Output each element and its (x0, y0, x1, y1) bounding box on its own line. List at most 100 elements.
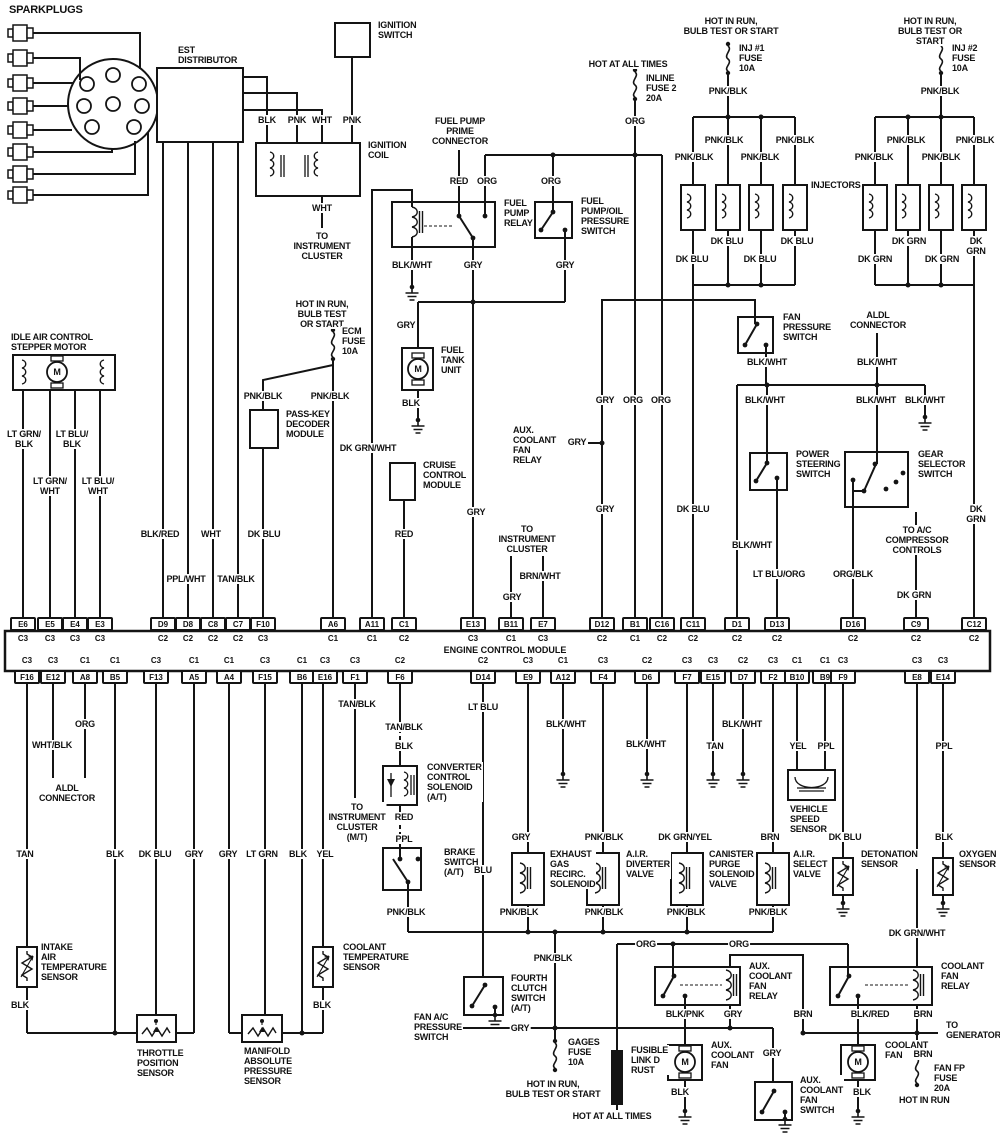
distributor-to-ecm (162, 142, 239, 618)
ecm-pin-top-D9: D9 (150, 617, 176, 631)
ecm-conn-bottom-A5: C1 (187, 656, 201, 665)
steering-gear-wires (755, 462, 917, 618)
label-pnk-blk: PNK/BLK (707, 86, 749, 96)
ecm-conn-top-E5: C3 (43, 634, 57, 643)
label-dk-blu: DK BLU (742, 254, 778, 264)
label-brn: BRN (912, 1009, 934, 1019)
label-dk-grn-wht: DK GRN/WHT (338, 443, 398, 453)
label-yel: YEL (788, 741, 808, 751)
ecm-pin-top-E6: E6 (10, 617, 36, 631)
junction-dots (112, 114, 944, 1115)
label-org: ORG (540, 176, 562, 186)
ecm-conn-top-A11: C1 (365, 634, 379, 643)
label-blk: BLK (10, 1000, 30, 1010)
label-dk-blu: DK BLU (675, 504, 711, 514)
label-pnk-blk: PNK/BLK (583, 832, 625, 842)
label-pnk-blk: PNK/BLK (673, 152, 715, 162)
ecm-conn-bottom-F4: C3 (596, 656, 610, 665)
label-inline-fuse-2-20a: INLINE FUSE 2 20A (645, 73, 678, 103)
power-steering-switch-box (749, 452, 788, 491)
label-gear-selector-switch: GEAR SELECTOR SWITCH (917, 449, 967, 479)
label-pnk-blk: PNK/BLK (665, 907, 707, 917)
ecm-conn-bottom-E12: C3 (46, 656, 60, 665)
label-fan-fp-fuse-20a: FAN FP FUSE 20A (933, 1063, 966, 1093)
ecm-pin-bottom-E9: E9 (515, 670, 541, 684)
label-ignition-switch: IGNITION SWITCH (377, 20, 418, 40)
ecm-conn-bottom-D7: C2 (736, 656, 750, 665)
label-org: ORG (622, 395, 644, 405)
label-pnk: PNK (286, 115, 308, 125)
inj2-fuse-icon (937, 40, 945, 76)
label-org-blk: ORG/BLK (831, 569, 875, 579)
label-converter-control-solenoid-a-t: CONVERTER CONTROL SOLENOID (A/T) (426, 762, 483, 802)
label-pnk-blk: PNK/BLK (242, 391, 284, 401)
label-aux-coolant-fan-relay: AUX. COOLANT FAN RELAY (512, 425, 558, 465)
ecm-pin-bottom-A8: A8 (72, 670, 98, 684)
label-coolant-temperature-sensor: COOLANT TEMPERATURE SENSOR (342, 942, 410, 972)
label-pnk: PNK (341, 115, 363, 125)
ecm-pin-bottom-E16: E16 (312, 670, 338, 684)
label-aux-coolant-fan-relay: AUX. COOLANT FAN RELAY (748, 961, 794, 1001)
ecm-pin-bottom-B5: B5 (102, 670, 128, 684)
ecm-pin-bottom-F4: F4 (590, 670, 616, 684)
label-oxygen-sensor: OXYGEN SENSOR (958, 849, 998, 869)
ecm-conn-bottom-F16: C3 (20, 656, 34, 665)
ecm-conn-bottom-A12: C1 (556, 656, 570, 665)
aux-coolant-fan-switch-box (754, 1081, 793, 1121)
label-gry: GRY (183, 849, 205, 859)
label-to-instrument-cluster: TO INSTRUMENT CLUSTER (497, 524, 557, 554)
label-coolant-fan-relay: COOLANT FAN RELAY (940, 961, 986, 991)
label-canister-purge-solenoid-valve: CANISTER PURGE SOLENOID VALVE (708, 849, 756, 889)
label-blk-wht: BLK/WHT (855, 357, 899, 367)
label-gry: GRY (594, 395, 616, 405)
ecm-conn-bottom-F15: C3 (258, 656, 272, 665)
label-gages-fuse-10a: GAGES FUSE 10A (567, 1037, 601, 1067)
ecm-pin-bottom-A4: A4 (216, 670, 242, 684)
label-pnk-blk: PNK/BLK (532, 953, 574, 963)
label-pnk-blk: PNK/BLK (703, 135, 745, 145)
label-m: M (681, 1057, 689, 1067)
ground-icon (835, 899, 851, 917)
ignition-switch-box (334, 22, 371, 58)
sparkplug-icon (7, 143, 42, 161)
ecm-pin-top-A6: A6 (320, 617, 346, 631)
ecm-conn-bottom-D6: C2 (640, 656, 654, 665)
sparkplug-icon (7, 186, 42, 204)
ecm-pin-top-C16: C16 (649, 617, 675, 631)
label-dk-grn: DK GRN (923, 254, 961, 264)
label-lt-blu: LT BLU (466, 702, 500, 712)
label-pnk-blk: PNK/BLK (853, 152, 895, 162)
label-blk-wht: BLK/WHT (730, 540, 774, 550)
label-fusible-link-d-rust: FUSIBLE LINK D RUST (630, 1045, 670, 1075)
sparkplug-icon (7, 24, 42, 42)
label-brn: BRN (912, 1049, 934, 1059)
label-cruise-control-module: CRUISE CONTROL MODULE (422, 460, 468, 490)
label-tan-blk: TAN/BLK (384, 722, 424, 732)
ground-icon (917, 413, 933, 431)
label-tan-blk: TAN/BLK (216, 574, 256, 584)
ground-icon (555, 770, 571, 788)
ecm-pin-top-E7: E7 (530, 617, 556, 631)
generator-line (803, 996, 938, 1110)
label-lt-grn-wht: LT GRN/ WHT (32, 476, 68, 496)
vehicle-speed-sensor-box (787, 769, 836, 801)
label-tan: TAN (15, 849, 35, 859)
label-gry: GRY (395, 320, 417, 330)
est-distributor-box (156, 67, 244, 143)
ecm-conn-top-C1: C2 (397, 634, 411, 643)
label-injectors: INJECTORS (810, 180, 862, 190)
label-dk-grn: DK GRN (964, 504, 988, 524)
ecm-pin-top-E13: E13 (460, 617, 486, 631)
label-fuel-pump-relay: FUEL PUMP RELAY (503, 198, 534, 228)
label-fan-a-c-pressure-switch: FAN A/C PRESSURE SWITCH (413, 1012, 463, 1042)
ecm-conn-top-E4: C3 (68, 634, 82, 643)
label-lt-blu-blk: LT BLU/ BLK (54, 429, 90, 449)
map-sensor-box (241, 1014, 283, 1043)
label-a-i-r-diverter-valve: A.I.R. DIVERTER VALVE (625, 849, 671, 879)
ground-icon (639, 770, 655, 788)
d12-fan-wire (588, 299, 756, 618)
label-exhaust-gas-recirc-solenoid: EXHAUST GAS RECIRC. SOLENOID (549, 849, 597, 889)
ecm-pin-bottom-B6: B6 (289, 670, 315, 684)
label-gry: GRY (510, 832, 532, 842)
